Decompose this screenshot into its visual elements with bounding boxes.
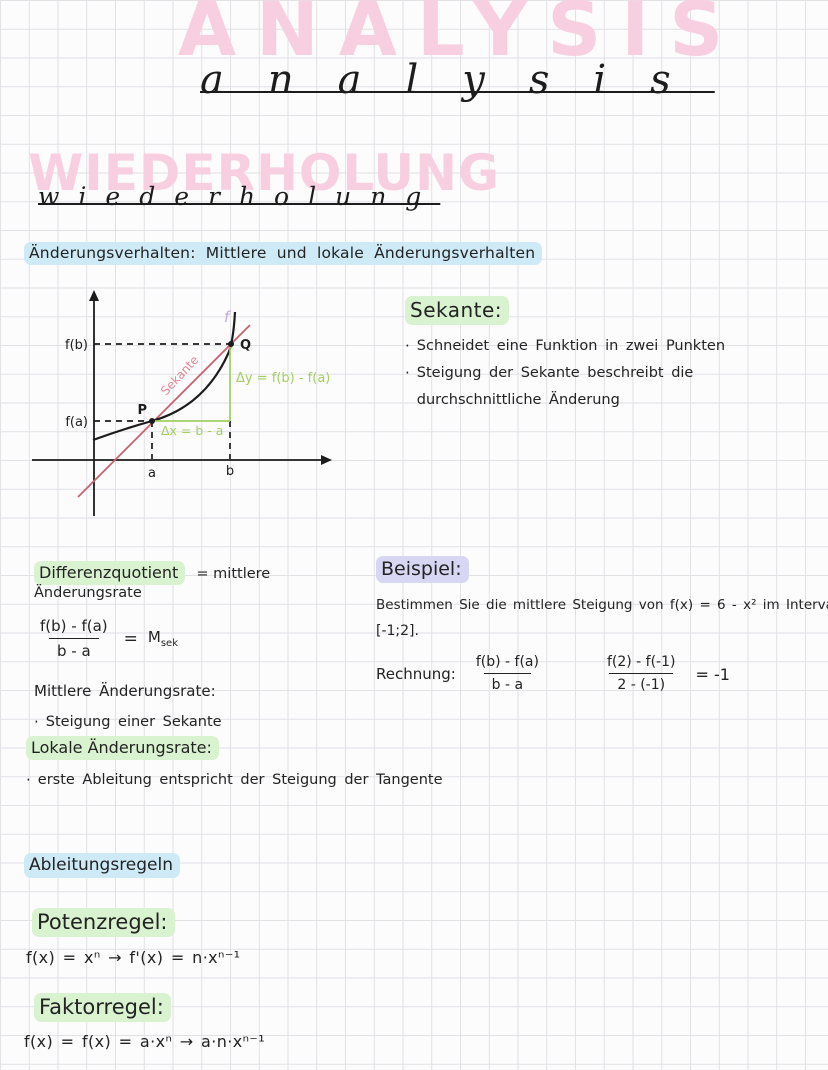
function-curve: [92, 311, 237, 442]
point-p: [149, 418, 155, 424]
sekante-bullet-2: Steigung der Sekante beschreibt die durc…: [416, 365, 694, 408]
potenzregel-heading: Potenzregel:: [32, 908, 240, 937]
ableitungsregeln-title: Ableitungsregeln: [24, 853, 181, 878]
f-curve-label: f: [224, 308, 232, 326]
mittlere-aenderungsrate-subheading: Mittlere Änderungsrate:: [34, 682, 216, 700]
bullet-dot: ·: [405, 364, 410, 382]
delta-x-label: Δx = b - a: [161, 423, 223, 438]
rechnung-label: Rechnung:: [376, 665, 456, 683]
b-axis-label: b: [226, 464, 234, 479]
faktorregel-section: Faktorregel: f(x) = f(x) = a·xⁿ → a·n·xⁿ…: [24, 993, 265, 1051]
secant-line: [77, 324, 251, 498]
bullet-dot: ·: [405, 337, 410, 355]
p-point-label: P: [137, 403, 147, 418]
beispiel-title: Beispiel:: [376, 556, 469, 583]
list-item: · Steigung der Sekante beschreibt die du…: [405, 360, 820, 414]
equals-sign: =: [123, 628, 138, 649]
lokale-section: Lokale Änderungsrate: · erste Ableitung …: [26, 736, 526, 794]
secant-line-label: Sekante: [158, 353, 202, 398]
beispiel-section: Beispiel: Bestimmen Sie die mittlere Ste…: [376, 556, 828, 696]
beispiel-result: = -1: [695, 664, 730, 684]
lokale-heading: Lokale Änderungsrate:: [26, 736, 526, 760]
mittlere-bullet: Steigung einer Sekante: [45, 714, 222, 730]
section-title-block: WIEDERHOLUNG: [28, 144, 500, 202]
secant-graph-svg: f(b) f(a) a b P Q f Sekante Δy = f(b) - …: [32, 290, 332, 516]
page-title-block: ANALYSIS: [178, 0, 744, 73]
beispiel-text-line1: Bestimmen Sie die mittlere Steigung von …: [376, 597, 828, 613]
fraction: f(b) - f(a) b - a: [470, 652, 545, 696]
y-axis-arrow-icon: [89, 290, 99, 301]
sekante-bullet-1: Schneidet eine Funktion in zwei Punkten: [416, 338, 726, 354]
faktorregel-heading: Faktorregel:: [34, 993, 265, 1022]
bullet-dot: ·: [26, 771, 31, 789]
fraction: f(b) - f(a) b - a: [34, 615, 114, 662]
x-axis-arrow-icon: [321, 455, 332, 465]
q-point-label: Q: [240, 338, 251, 353]
a-axis-label: a: [148, 466, 156, 481]
faktorregel-title: Faktorregel:: [34, 993, 171, 1022]
sekante-title: Sekante:: [405, 296, 820, 325]
list-item: · erste Ableitung entspricht der Steigun…: [26, 767, 526, 794]
differenzquotient-heading: Differenzquotient = mittlere Änderungsra…: [34, 561, 364, 601]
topic-heading-text: Änderungsverhalten: Mittlere und lokale …: [24, 242, 543, 265]
fraction: f(2) - f(-1) 2 - (-1): [601, 652, 682, 696]
bullet-dot: ·: [34, 713, 39, 731]
point-q: [228, 341, 234, 347]
delta-y-label: Δy = f(b) - f(a): [236, 371, 330, 386]
beispiel-text-line2: [-1;2].: [376, 623, 419, 639]
fa-axis-label: f(a): [65, 415, 88, 430]
list-item: · Steigung einer Sekante: [34, 709, 364, 736]
section-title-script: wiederholung: [38, 182, 441, 211]
topic-heading: Änderungsverhalten: Mittlere und lokale …: [24, 242, 543, 265]
fb-axis-label: f(b): [65, 338, 88, 353]
beispiel-rechnung-row: Rechnung: f(b) - f(a) b - a f(2) - f(-1)…: [376, 652, 730, 696]
differenzquotient-title-suffix: = mittlere Änderungsrate: [34, 566, 271, 601]
beispiel-heading: Beispiel:: [376, 556, 824, 583]
lokale-bullet: erste Ableitung entspricht der Steigung …: [37, 772, 443, 788]
page-title-script: analysis: [200, 57, 715, 103]
ableitungsregeln-heading: Ableitungsregeln: [24, 853, 181, 878]
differenzquotient-title: Differenzquotient: [34, 561, 186, 585]
differenzquotient-formula: f(b) - f(a) b - a = Msek: [34, 615, 178, 662]
potenzregel-formula: f(x) = xⁿ → f'(x) = n·xⁿ⁻¹: [26, 948, 241, 967]
lokale-title: Lokale Änderungsrate:: [26, 736, 219, 760]
potenzregel-section: Potenzregel: f(x) = xⁿ → f'(x) = n·xⁿ⁻¹: [26, 908, 240, 967]
secant-graph: f(b) f(a) a b P Q f Sekante Δy = f(b) - …: [30, 286, 350, 526]
m-sek-symbol: Msek: [147, 628, 178, 649]
faktorregel-formula: f(x) = f(x) = a·xⁿ → a·n·xⁿ⁻¹: [24, 1032, 266, 1051]
sekante-section: Sekante: · Schneidet eine Funktion in zw…: [405, 296, 820, 414]
potenzregel-title: Potenzregel:: [32, 908, 175, 937]
list-item: · Schneidet eine Funktion in zwei Punkte…: [405, 333, 820, 360]
differenzquotient-section: Differenzquotient = mittlere Änderungsra…: [34, 561, 364, 736]
